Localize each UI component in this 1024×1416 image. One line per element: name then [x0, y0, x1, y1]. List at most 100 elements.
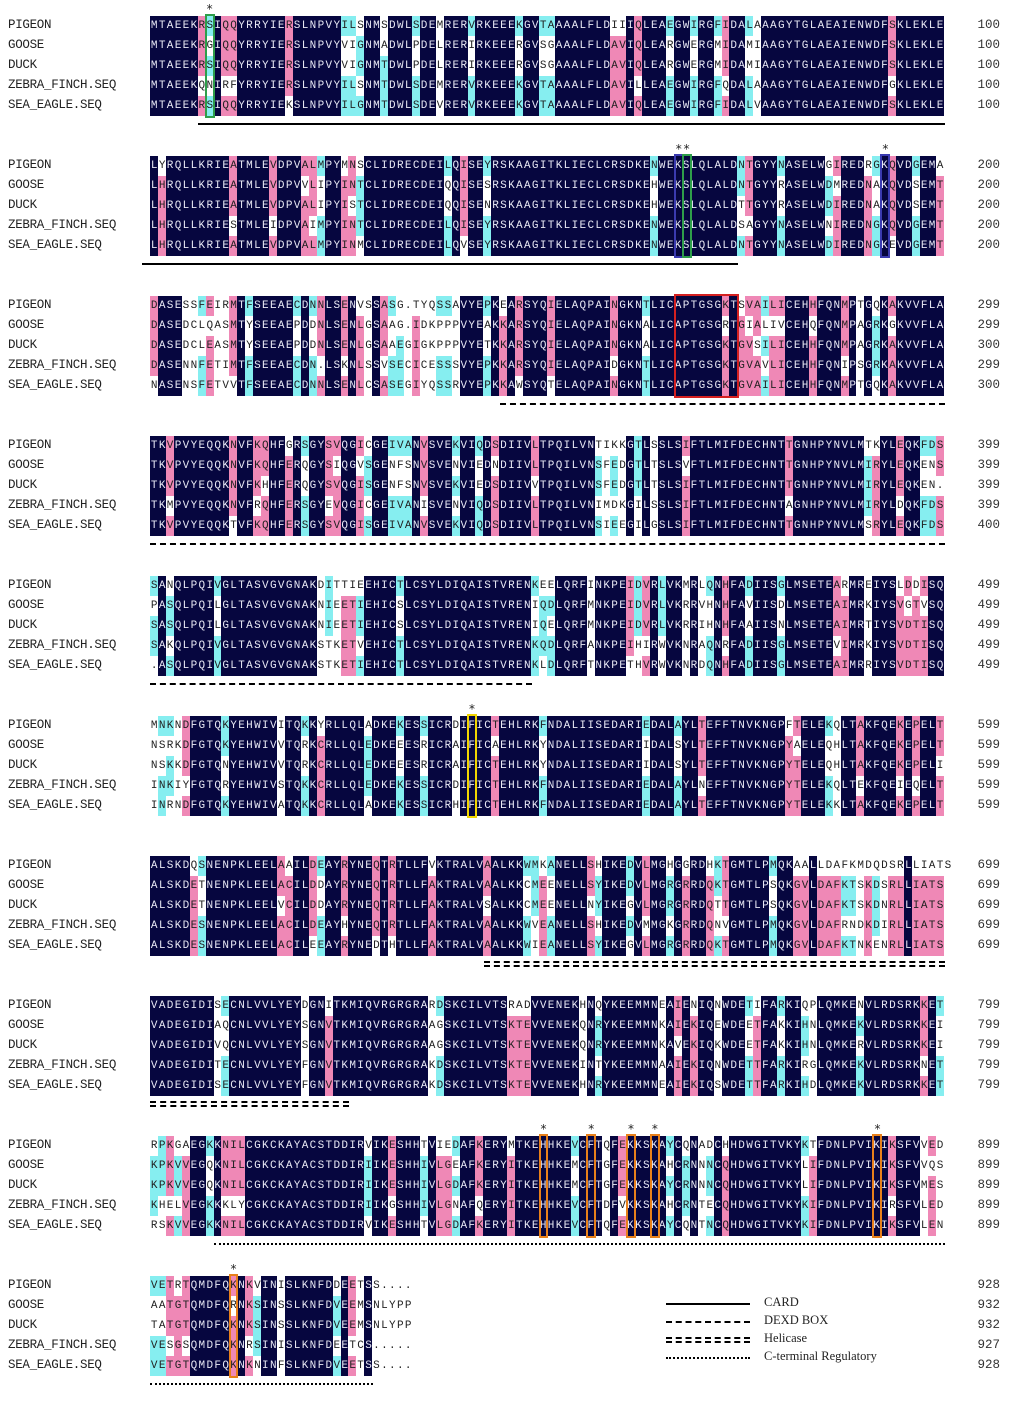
residue: A — [300, 1136, 309, 1156]
residue: Y — [880, 576, 889, 596]
residue: R — [515, 336, 524, 356]
residue: R — [197, 56, 206, 76]
residue: A — [658, 1060, 666, 1072]
residue: G — [627, 900, 634, 912]
residue: A — [404, 436, 412, 456]
residue: F — [197, 376, 206, 396]
residue: I — [808, 1156, 817, 1176]
residue: C — [785, 356, 793, 376]
species-label: ZEBRA_FINCH.SEQ — [8, 78, 117, 92]
residue: V — [269, 156, 277, 176]
residue: R — [340, 876, 349, 896]
residue: A — [150, 856, 158, 876]
residue: N — [316, 1036, 325, 1056]
residue: L — [356, 356, 365, 376]
residue: A — [157, 656, 166, 676]
residue: M — [927, 196, 936, 216]
residue: V — [912, 376, 920, 396]
residue: K — [800, 1136, 809, 1156]
residue: R — [681, 896, 690, 916]
residue: A — [380, 316, 389, 336]
residue: R — [697, 36, 706, 56]
residue: G — [753, 1196, 762, 1216]
residue: Y — [531, 336, 539, 356]
residue: R — [174, 1280, 182, 1292]
residue: D — [610, 776, 619, 796]
residue: C — [411, 176, 420, 196]
residue: K — [610, 876, 619, 896]
residue: R — [650, 576, 658, 596]
residue: S — [253, 296, 262, 316]
residue: N — [269, 1316, 277, 1336]
residue: E — [824, 656, 833, 676]
residue: A — [857, 340, 864, 352]
residue: I — [229, 1216, 238, 1236]
residue: S — [277, 780, 285, 792]
residue: E — [364, 916, 373, 936]
residue: I — [635, 520, 642, 532]
residue: F — [467, 1156, 476, 1176]
residue: N — [610, 296, 619, 316]
residue: E — [808, 596, 817, 616]
species-label: ZEBRA_FINCH.SEQ — [8, 638, 117, 652]
residue: A — [554, 36, 563, 56]
residue: L — [753, 896, 762, 916]
residue: I — [205, 576, 214, 596]
residue: I — [459, 176, 468, 196]
residue: C — [586, 176, 595, 196]
residue: S — [857, 900, 864, 912]
residue: P — [157, 1156, 166, 1176]
residue: P — [546, 496, 555, 516]
residue: A — [229, 176, 238, 196]
residue: W — [681, 76, 690, 96]
residue: P — [610, 636, 619, 656]
residue: M — [833, 180, 841, 192]
residue: A — [165, 56, 174, 76]
residue: Q — [301, 460, 309, 472]
residue: S — [292, 96, 301, 116]
residue: C — [483, 776, 492, 796]
residue: M — [650, 936, 658, 956]
residue: I — [531, 940, 539, 952]
residue: E — [284, 1056, 293, 1076]
residue: T — [538, 496, 547, 516]
residue: L — [927, 776, 936, 796]
residue: N — [634, 376, 643, 396]
residue: E — [499, 736, 508, 756]
residue: V — [181, 1196, 190, 1216]
residue: L — [840, 1156, 849, 1176]
residue: K — [507, 916, 516, 936]
residue: I — [721, 456, 730, 476]
residue: T — [332, 996, 341, 1016]
residue: R — [865, 160, 872, 172]
residue: K — [277, 1176, 285, 1196]
residue: T — [396, 576, 404, 596]
residue: E — [562, 896, 571, 916]
residue: K — [602, 616, 611, 636]
residue: C — [245, 1176, 254, 1196]
residue: E — [904, 736, 912, 756]
residue: K — [864, 916, 873, 936]
residue: A — [324, 876, 333, 896]
residue: Y — [824, 516, 833, 536]
residue: V — [523, 476, 531, 496]
residue: N — [832, 376, 841, 396]
residue: A — [546, 936, 555, 956]
residue: C — [388, 636, 397, 656]
residue: S — [491, 496, 500, 516]
residue: N — [166, 580, 174, 592]
residue: S — [435, 356, 444, 376]
residue: T — [935, 176, 944, 196]
residue: E — [650, 36, 658, 56]
residue: T — [538, 456, 547, 476]
residue: T — [237, 216, 246, 236]
residue: S — [491, 476, 500, 496]
residue: P — [809, 1000, 817, 1012]
residue: E — [499, 76, 508, 96]
residue: G — [356, 36, 365, 56]
residue: S — [166, 1340, 174, 1352]
residue: C — [316, 796, 325, 816]
residue: Q — [777, 916, 785, 936]
